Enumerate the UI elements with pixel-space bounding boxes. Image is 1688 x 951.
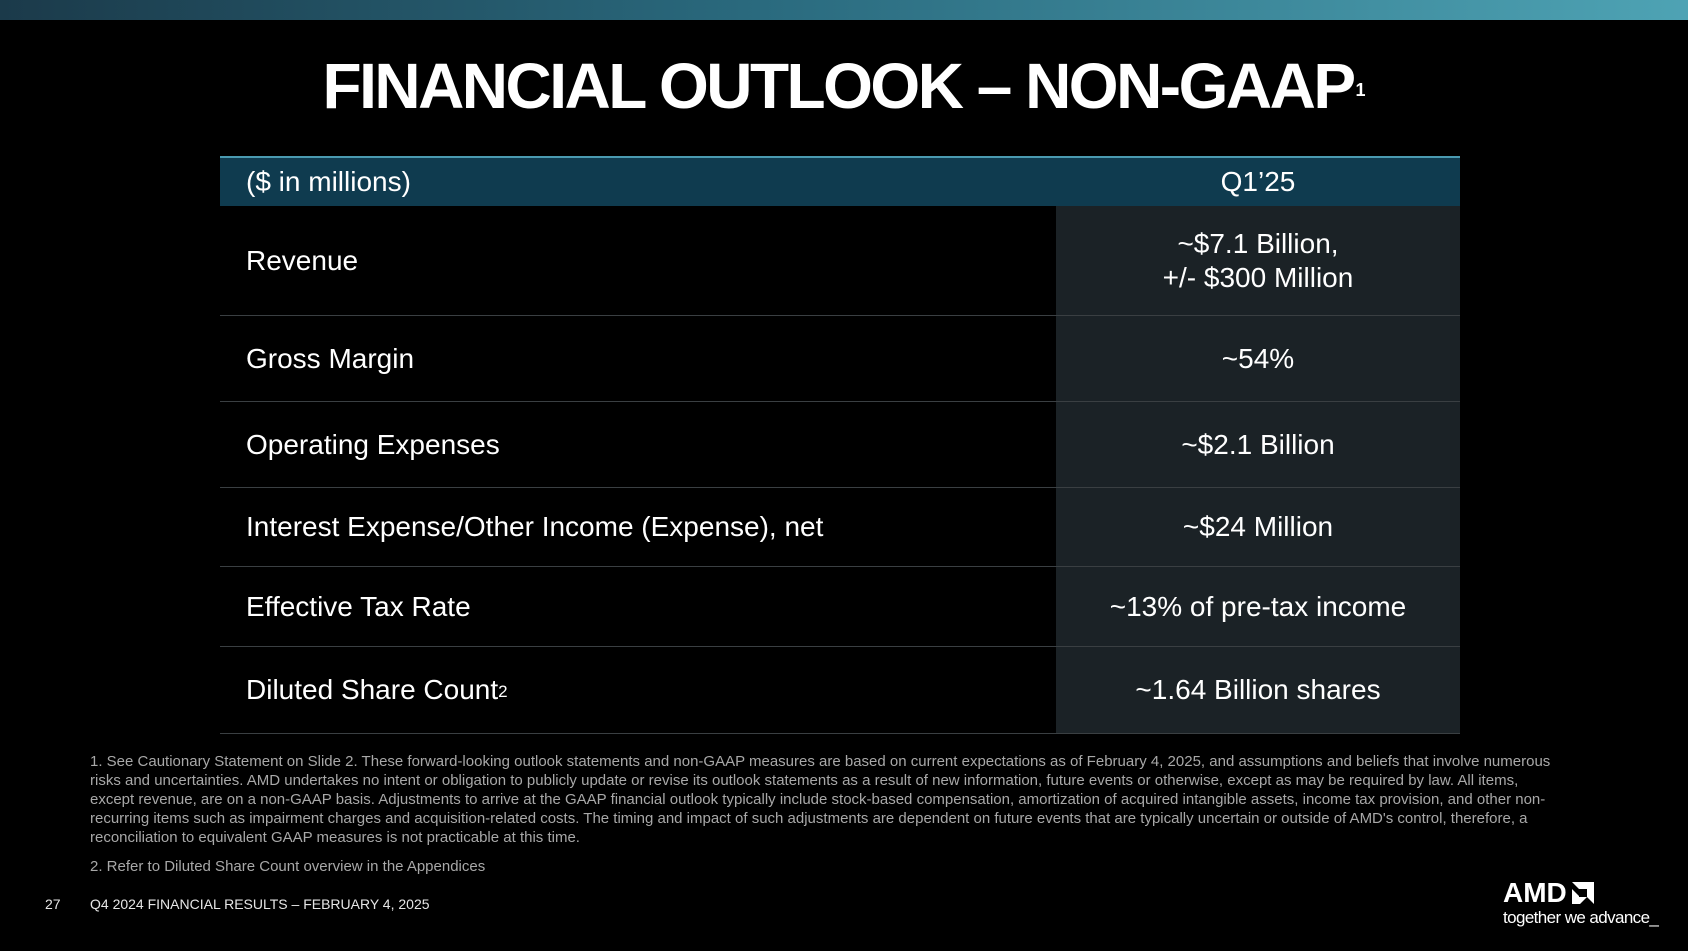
header-period: Q1’25: [1220, 166, 1296, 197]
row-value: ~$2.1 Billion: [1056, 402, 1460, 487]
row-label: Gross Margin: [246, 342, 415, 374]
table-row-effective-tax-rate: Effective Tax Rate ~13% of pre-tax incom…: [220, 567, 1460, 647]
row-value: ~54%: [1056, 316, 1460, 401]
row-label: Operating Expenses: [246, 428, 500, 460]
table-row-diluted-share-count: Diluted Share Count 2 ~1.64 Billion share…: [220, 647, 1460, 734]
row-value: ~$24 Million: [1056, 488, 1460, 566]
row-value: ~1.64 Billion shares: [1056, 647, 1460, 733]
footnote-marker: 2: [498, 682, 508, 701]
row-label: Interest Expense/Other Income (Expense),…: [246, 511, 824, 542]
amd-arrow-icon: [1571, 882, 1594, 904]
footnote-1: 1. See Cautionary Statement on Slide 2. …: [90, 753, 1551, 846]
amd-wordmark: AMD: [1503, 877, 1567, 908]
table-header: ($ in millions) Q1’25: [220, 156, 1460, 206]
footnote-2: 2. Refer to Diluted Share Count overview…: [90, 858, 486, 875]
table-row-operating-expenses: Operating Expenses ~$2.1 Billion: [220, 402, 1460, 488]
outlook-table: ($ in millions) Q1’25 Revenue ~$7.1 Bill…: [220, 156, 1460, 734]
table-row-gross-margin: Gross Margin ~54%: [220, 316, 1460, 402]
footer-text: Q4 2024 FINANCIAL RESULTS – FEBRUARY 4, …: [90, 896, 430, 912]
row-label: Diluted Share Count 2: [246, 674, 508, 705]
amd-tagline: together we advance_: [1503, 908, 1659, 927]
amd-logo: AMD together we advance_: [1503, 878, 1673, 928]
footnotes: 1. See Cautionary Statement on Slide 2. …: [90, 752, 1560, 886]
slide-title: FINANCIAL OUTLOOK – NON-GAAP 1: [0, 46, 1688, 126]
title-footnote-marker: 1: [1355, 80, 1366, 100]
row-value: ~$7.1 Billion, +/- $300 Million: [1056, 206, 1460, 315]
top-accent-bar: [0, 0, 1688, 20]
page-number: 27: [45, 896, 61, 912]
header-label: ($ in millions): [246, 166, 411, 197]
slide-title-text: FINANCIAL OUTLOOK – NON-GAAP: [322, 50, 1356, 122]
row-label: Revenue: [246, 244, 359, 276]
row-label: Effective Tax Rate: [246, 590, 471, 622]
table-row-interest-expense: Interest Expense/Other Income (Expense),…: [220, 488, 1460, 567]
row-value: ~13% of pre-tax income: [1056, 567, 1460, 646]
table-row-revenue: Revenue ~$7.1 Billion, +/- $300 Million: [220, 206, 1460, 316]
